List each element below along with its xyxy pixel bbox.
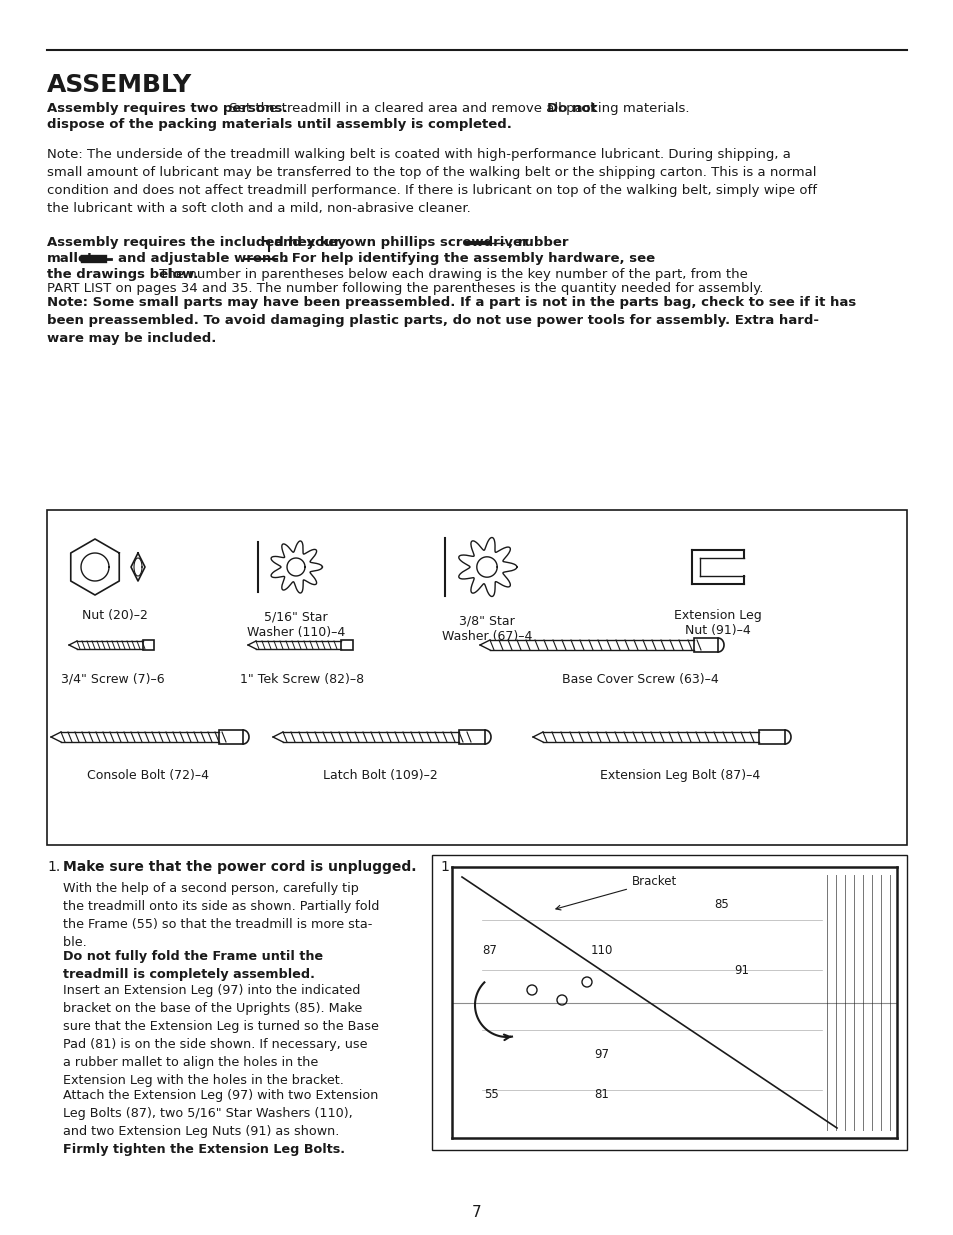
Text: 85: 85 bbox=[714, 899, 729, 911]
Text: Do not fully fold the Frame until the
treadmill is completely assembled.: Do not fully fold the Frame until the tr… bbox=[63, 950, 323, 981]
Text: the drawings below.: the drawings below. bbox=[47, 268, 198, 282]
Text: ASSEMBLY: ASSEMBLY bbox=[47, 73, 193, 98]
Text: 1" Tek Screw (82)–8: 1" Tek Screw (82)–8 bbox=[240, 673, 364, 685]
Text: 1: 1 bbox=[439, 860, 449, 874]
Text: 97: 97 bbox=[594, 1049, 609, 1062]
Text: Nut (20)–2: Nut (20)–2 bbox=[82, 609, 148, 622]
Text: With the help of a second person, carefully tip
the treadmill onto its side as s: With the help of a second person, carefu… bbox=[63, 882, 379, 948]
Text: Set the treadmill in a cleared area and remove all packing materials.: Set the treadmill in a cleared area and … bbox=[225, 103, 693, 115]
Text: and adjustable wrench: and adjustable wrench bbox=[118, 252, 288, 266]
Text: Firmly tighten the Extension Leg Bolts.: Firmly tighten the Extension Leg Bolts. bbox=[63, 1144, 345, 1156]
Text: Insert an Extension Leg (97) into the indicated
bracket on the base of the Uprig: Insert an Extension Leg (97) into the in… bbox=[63, 984, 378, 1087]
Text: and your own phillips screwdriver: and your own phillips screwdriver bbox=[274, 236, 528, 249]
Text: 81: 81 bbox=[594, 1088, 609, 1102]
Text: mallet: mallet bbox=[47, 252, 94, 266]
Text: The number in parentheses below each drawing is the key number of the part, from: The number in parentheses below each dra… bbox=[154, 268, 747, 282]
Text: Make sure that the power cord is unplugged.: Make sure that the power cord is unplugg… bbox=[63, 860, 416, 874]
Text: Console Bolt (72)–4: Console Bolt (72)–4 bbox=[87, 769, 209, 782]
Text: 55: 55 bbox=[484, 1088, 498, 1102]
Text: 3/8" Star
Washer (67)–4: 3/8" Star Washer (67)–4 bbox=[441, 615, 532, 643]
Text: 7: 7 bbox=[472, 1205, 481, 1220]
Text: PART LIST on pages 34 and 35. The number following the parentheses is the quanti: PART LIST on pages 34 and 35. The number… bbox=[47, 282, 762, 295]
Text: 110: 110 bbox=[590, 944, 613, 956]
Text: Assembly requires two persons.: Assembly requires two persons. bbox=[47, 103, 287, 115]
FancyBboxPatch shape bbox=[432, 855, 906, 1150]
Text: Assembly requires the included hex key: Assembly requires the included hex key bbox=[47, 236, 346, 249]
Text: 87: 87 bbox=[482, 944, 497, 956]
Text: Extension Leg Bolt (87)–4: Extension Leg Bolt (87)–4 bbox=[599, 769, 760, 782]
Text: Note: The underside of the treadmill walking belt is coated with high-performanc: Note: The underside of the treadmill wal… bbox=[47, 148, 816, 215]
Text: Attach the Extension Leg (97) with two Extension
Leg Bolts (87), two 5/16" Star : Attach the Extension Leg (97) with two E… bbox=[63, 1089, 378, 1137]
Text: 3/4" Screw (7)–6: 3/4" Screw (7)–6 bbox=[61, 673, 165, 685]
Text: Extension Leg
Nut (91)–4: Extension Leg Nut (91)–4 bbox=[674, 609, 761, 637]
FancyBboxPatch shape bbox=[47, 510, 906, 845]
Text: Base Cover Screw (63)–4: Base Cover Screw (63)–4 bbox=[561, 673, 718, 685]
Text: 91: 91 bbox=[734, 963, 749, 977]
Text: Note: Some small parts may have been preassembled. If a part is not in the parts: Note: Some small parts may have been pre… bbox=[47, 296, 856, 345]
Text: Latch Bolt (109)–2: Latch Bolt (109)–2 bbox=[322, 769, 436, 782]
Text: Do not: Do not bbox=[546, 103, 597, 115]
Text: dispose of the packing materials until assembly is completed.: dispose of the packing materials until a… bbox=[47, 119, 512, 131]
Text: 1.: 1. bbox=[47, 860, 60, 874]
Text: , rubber: , rubber bbox=[507, 236, 568, 249]
Text: Bracket: Bracket bbox=[556, 876, 677, 910]
Text: 5/16" Star
Washer (110)–4: 5/16" Star Washer (110)–4 bbox=[247, 611, 345, 638]
Text: . For help identifying the assembly hardware, see: . For help identifying the assembly hard… bbox=[282, 252, 655, 266]
